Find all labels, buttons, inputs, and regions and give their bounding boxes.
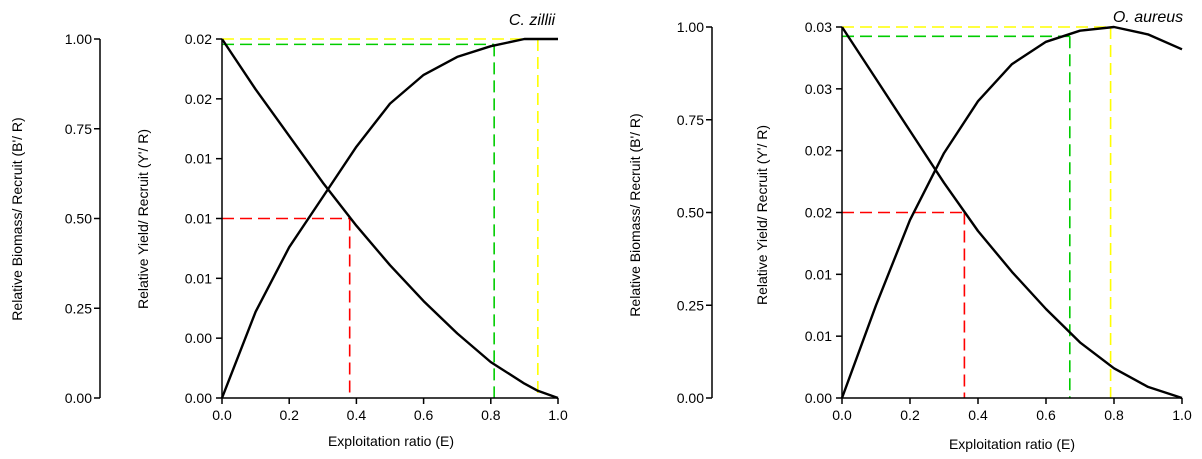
yield-tick-label: 0.03 bbox=[805, 19, 832, 35]
biomass-tick-label: 0.75 bbox=[65, 121, 92, 137]
yield-axis-label: Relative Yield/ Recruit (Y'/ R) bbox=[754, 125, 770, 305]
yield-per-recruit-curve bbox=[220, 37, 558, 399]
x-tick-label: 0.4 bbox=[347, 407, 367, 423]
biomass-axis-label: Relative Biomass/ Recruit (B'/ R) bbox=[9, 117, 25, 320]
yield-axis: 0.00 0.00 0.01 0.01 0.01 0.02 0.02 bbox=[185, 31, 222, 406]
x-tick-label: 0.8 bbox=[1104, 407, 1124, 423]
biomass-per-recruit-curve bbox=[221, 38, 559, 400]
biomass-tick-label: 1.00 bbox=[65, 31, 92, 47]
yield-tick-label: 0.02 bbox=[805, 205, 832, 221]
yield-tick-label: 0.03 bbox=[805, 81, 832, 97]
x-tick-label: 0.4 bbox=[968, 407, 988, 423]
biomass-axis: 0.00 0.25 0.50 0.75 1.00 bbox=[677, 19, 713, 406]
species-title: O. aureus bbox=[1113, 9, 1183, 26]
x-tick-label: 0.0 bbox=[832, 407, 852, 423]
reference-lines bbox=[222, 38, 539, 398]
x-tick-label: 0.8 bbox=[481, 407, 501, 423]
biomass-tick-label: 1.00 bbox=[677, 19, 704, 35]
curves bbox=[840, 25, 1183, 400]
yield-tick-label: 0.01 bbox=[185, 211, 212, 227]
biomass-tick-label: 0.50 bbox=[677, 205, 704, 221]
yield-per-recruit-curve bbox=[840, 25, 1183, 399]
x-axis: 0.0 0.2 0.4 0.6 0.8 1.0 bbox=[832, 398, 1192, 423]
curves bbox=[220, 37, 559, 400]
species-title: C. zillii bbox=[509, 12, 556, 29]
yield-tick-label: 0.01 bbox=[805, 266, 832, 282]
x-axis-label: Exploitation ratio (E) bbox=[949, 436, 1075, 452]
plot-frame bbox=[841, 27, 1182, 399]
x-tick-label: 0.6 bbox=[1036, 407, 1056, 423]
biomass-tick-label: 0.00 bbox=[65, 390, 92, 406]
biomass-tick-label: 0.50 bbox=[65, 211, 92, 227]
biomass-axis: 0.00 0.25 0.50 0.75 1.00 bbox=[65, 31, 101, 406]
yield-tick-label: 0.00 bbox=[805, 390, 832, 406]
yield-tick-label: 0.01 bbox=[805, 328, 832, 344]
biomass-per-recruit-curve bbox=[840, 26, 1183, 400]
yield-tick-label: 0.01 bbox=[185, 270, 212, 286]
biomass-tick-label: 0.25 bbox=[65, 300, 92, 316]
yield-axis-label: Relative Yield/ Recruit (Y'/ R) bbox=[135, 129, 151, 309]
yield-axis: 0.00 0.01 0.01 0.02 0.02 0.03 0.03 bbox=[805, 19, 842, 406]
yield-tick-label: 0.00 bbox=[185, 390, 212, 406]
x-tick-label: 0.6 bbox=[414, 407, 434, 423]
yield-tick-label: 0.01 bbox=[185, 151, 212, 167]
biomass-tick-label: 0.00 bbox=[677, 390, 704, 406]
yield-tick-label: 0.02 bbox=[805, 143, 832, 159]
yield-tick-label: 0.02 bbox=[185, 31, 212, 47]
biomass-axis-label: Relative Biomass/ Recruit (B'/ R) bbox=[627, 113, 643, 316]
reference-lines bbox=[842, 26, 1112, 398]
x-axis: 0.0 0.2 0.4 0.6 0.8 1.0 bbox=[212, 398, 568, 423]
biomass-tick-label: 0.25 bbox=[677, 297, 704, 313]
yield-tick-label: 0.00 bbox=[185, 330, 212, 346]
yield-tick-label: 0.02 bbox=[185, 91, 212, 107]
chart-panel-c-zillii: Relative Biomass/ Recruit (B'/ R) Relati… bbox=[9, 12, 568, 449]
x-tick-label: 0.2 bbox=[279, 407, 299, 423]
biomass-tick-label: 0.75 bbox=[677, 112, 704, 128]
plot-frame bbox=[221, 39, 558, 399]
x-tick-label: 1.0 bbox=[1172, 407, 1192, 423]
x-axis-label: Exploitation ratio (E) bbox=[328, 433, 454, 449]
chart-panel-o-aureus: Relative Biomass/ Recruit (B'/ R) Relati… bbox=[627, 9, 1192, 452]
x-tick-label: 0.2 bbox=[900, 407, 920, 423]
x-tick-label: 1.0 bbox=[548, 407, 568, 423]
x-tick-label: 0.0 bbox=[212, 407, 232, 423]
